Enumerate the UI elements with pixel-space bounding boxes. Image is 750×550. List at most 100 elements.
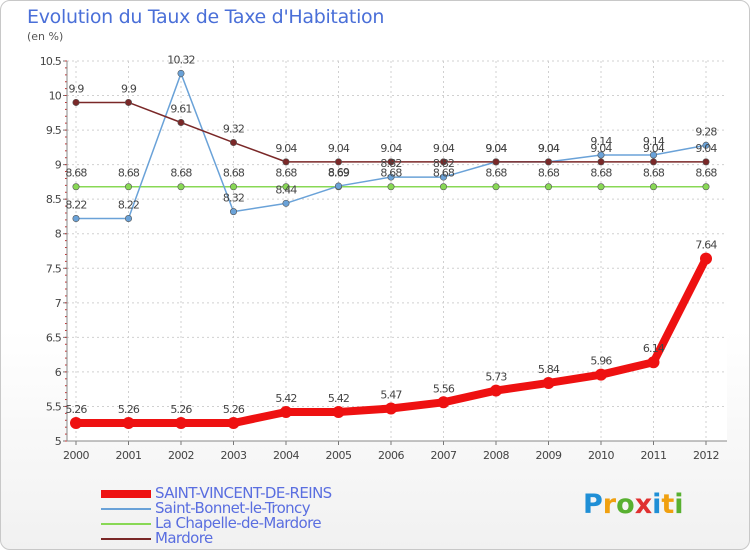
data-point-0 [280, 405, 292, 418]
data-label-0: 5.42 [328, 392, 349, 405]
data-point-0 [70, 417, 82, 430]
y-tick-label: 10.5 [40, 55, 62, 68]
legend-swatch-saint-bonnet [101, 508, 151, 510]
data-point-2 [439, 183, 447, 191]
data-label-2: 8.68 [485, 167, 507, 180]
data-point-3 [282, 158, 290, 166]
data-point-1 [125, 215, 133, 223]
data-label-1: 9.04 [485, 142, 507, 155]
data-point-0 [595, 368, 607, 381]
legend-label-la-chapelle: La Chapelle-de-Mardore [155, 514, 322, 532]
data-label-2: 8.68 [170, 167, 192, 180]
legend-label-saint-vincent: SAINT-VINCENT-DE-REINS [155, 484, 332, 502]
x-tick-label: 2012 [693, 449, 719, 462]
data-label-1: 8.69 [328, 166, 350, 179]
data-label-3: 9.04 [643, 142, 665, 155]
legend-label-saint-bonnet: Saint-Bonnet-le-Troncy [155, 499, 311, 517]
data-label-1: 9.14 [643, 135, 665, 148]
data-label-0: 5.26 [65, 403, 87, 416]
data-point-2 [492, 183, 500, 191]
data-label-0: 5.96 [590, 355, 612, 368]
data-point-3 [334, 158, 342, 166]
legend-swatch-la-chapelle [101, 523, 151, 525]
data-label-1: 9.04 [538, 142, 560, 155]
data-point-1 [230, 208, 238, 216]
plot-area [67, 61, 727, 441]
x-tick-label: 2005 [326, 449, 352, 462]
chart-title: Evolution du Taux de Taxe d'Habitation [27, 6, 385, 28]
y-tick-label: 8 [55, 228, 62, 241]
data-label-2: 8.68 [380, 167, 402, 180]
data-point-2 [597, 183, 605, 191]
data-point-2 [387, 183, 395, 191]
data-label-2: 8.68 [433, 167, 455, 180]
data-point-1 [439, 173, 447, 181]
data-label-3: 9.04 [695, 142, 717, 155]
data-point-1 [387, 173, 395, 181]
data-point-2 [177, 183, 185, 191]
data-point-0 [437, 396, 450, 409]
legend-label-mardore: Mardore [155, 529, 213, 547]
data-label-1: 8.82 [380, 157, 401, 170]
data-label-3: 9.9 [68, 82, 84, 95]
data-label-1: 8.44 [275, 183, 297, 196]
data-label-2: 8.68 [538, 167, 560, 180]
data-point-1 [282, 199, 290, 207]
x-tick-label: 2008 [483, 449, 509, 462]
data-label-1: 8.32 [223, 192, 244, 205]
data-label-0: 5.26 [118, 403, 140, 416]
data-point-1 [597, 151, 605, 159]
data-point-0 [175, 417, 187, 430]
x-tick-label: 2002 [168, 449, 194, 462]
data-point-3 [597, 158, 605, 166]
logo-letter: P [583, 489, 603, 520]
data-label-2: 8.68 [223, 167, 245, 180]
data-point-0 [332, 405, 345, 418]
x-tick-label: 2010 [588, 449, 614, 462]
data-label-1: 9.28 [695, 125, 717, 138]
data-point-1 [72, 215, 80, 223]
data-label-0: 5.26 [170, 403, 192, 416]
data-label-0: 5.84 [538, 363, 560, 376]
data-point-2 [125, 183, 133, 191]
data-label-2: 8.68 [65, 167, 87, 180]
data-point-0 [542, 376, 555, 389]
x-tick-label: 2007 [431, 449, 457, 462]
logo-letter: i [674, 489, 684, 520]
y-tick-label: 5 [55, 435, 62, 448]
data-point-3 [125, 98, 133, 106]
data-label-3: 9.04 [538, 142, 560, 155]
x-tick-label: 2006 [378, 449, 404, 462]
data-label-0: 5.47 [380, 389, 402, 402]
data-point-2 [544, 183, 552, 191]
data-point-0 [385, 402, 397, 415]
data-label-2: 8.69 [328, 167, 350, 180]
x-tick-label: 2001 [116, 449, 142, 462]
data-point-0 [227, 417, 240, 430]
x-tick-label: 2000 [63, 449, 89, 462]
y-tick-label: 9.5 [46, 124, 62, 137]
data-label-0: 7.64 [695, 239, 717, 252]
data-label-0: 6.14 [643, 342, 665, 355]
data-point-3 [230, 139, 238, 147]
data-point-0 [122, 417, 135, 430]
data-label-0: 5.42 [275, 392, 296, 405]
data-label-1: 9.14 [590, 135, 612, 148]
data-label-1: 10.32 [167, 53, 195, 66]
x-tick-label: 2011 [641, 449, 667, 462]
data-label-3: 9.61 [170, 102, 191, 115]
data-point-3 [544, 158, 552, 166]
data-point-2 [282, 183, 290, 191]
data-point-3 [492, 158, 500, 166]
data-point-1 [649, 151, 657, 159]
data-label-2: 8.68 [118, 167, 140, 180]
data-point-2 [649, 183, 657, 191]
data-label-3: 9.9 [121, 82, 137, 95]
data-point-3 [649, 158, 657, 166]
data-label-3: 9.04 [485, 142, 507, 155]
y-tick-label: 5.5 [46, 400, 62, 413]
data-point-3 [702, 158, 710, 166]
data-label-3: 9.04 [328, 142, 350, 155]
